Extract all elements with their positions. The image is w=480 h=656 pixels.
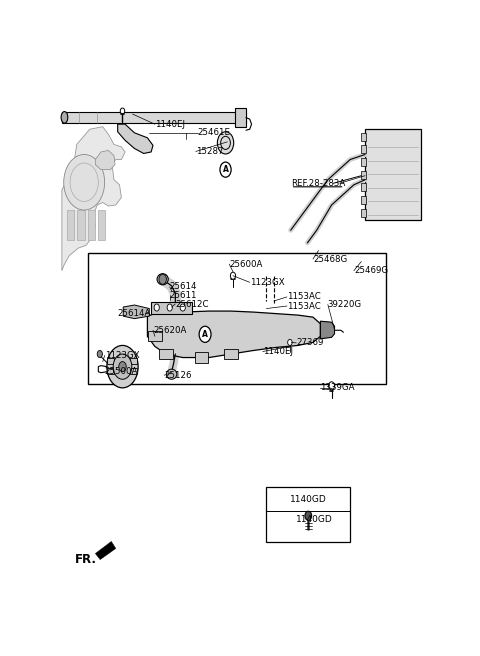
Circle shape bbox=[167, 304, 172, 311]
Polygon shape bbox=[235, 108, 246, 127]
Circle shape bbox=[220, 162, 231, 177]
Polygon shape bbox=[123, 305, 149, 319]
Polygon shape bbox=[130, 358, 137, 364]
Polygon shape bbox=[195, 352, 208, 363]
Circle shape bbox=[120, 108, 125, 114]
Text: 25614: 25614 bbox=[170, 282, 197, 291]
Text: 1140GD: 1140GD bbox=[296, 515, 333, 524]
Text: FR.: FR. bbox=[75, 553, 97, 566]
Text: 1123GX: 1123GX bbox=[250, 277, 284, 287]
Text: 1339GA: 1339GA bbox=[321, 383, 355, 392]
Text: 25611: 25611 bbox=[170, 291, 197, 300]
Polygon shape bbox=[148, 331, 162, 341]
Circle shape bbox=[97, 350, 102, 358]
Bar bbox=[360, 146, 366, 154]
Text: 1140GD: 1140GD bbox=[290, 495, 327, 504]
Text: 25620A: 25620A bbox=[153, 326, 186, 335]
Polygon shape bbox=[225, 349, 238, 359]
Bar bbox=[360, 196, 366, 204]
Text: A: A bbox=[202, 330, 208, 338]
Circle shape bbox=[107, 346, 138, 388]
Text: 1153AC: 1153AC bbox=[287, 302, 321, 310]
Polygon shape bbox=[62, 112, 246, 123]
Polygon shape bbox=[118, 124, 153, 154]
Bar bbox=[360, 133, 366, 141]
Text: 25469G: 25469G bbox=[354, 266, 388, 275]
Text: 1153AC: 1153AC bbox=[287, 293, 321, 301]
Polygon shape bbox=[151, 302, 192, 314]
Bar bbox=[98, 210, 106, 240]
Ellipse shape bbox=[157, 274, 168, 285]
Polygon shape bbox=[96, 541, 116, 560]
Text: 25612C: 25612C bbox=[175, 300, 209, 308]
Bar bbox=[67, 210, 74, 240]
Circle shape bbox=[305, 511, 312, 520]
Text: 1123GX: 1123GX bbox=[105, 351, 139, 360]
Bar bbox=[360, 183, 366, 192]
Bar bbox=[87, 210, 95, 240]
Text: 25500A: 25500A bbox=[105, 367, 138, 376]
Text: REF.28-283A: REF.28-283A bbox=[290, 179, 345, 188]
Polygon shape bbox=[107, 367, 114, 374]
Text: 25126: 25126 bbox=[164, 371, 192, 380]
Ellipse shape bbox=[167, 369, 177, 379]
Polygon shape bbox=[130, 367, 137, 374]
Circle shape bbox=[288, 339, 292, 346]
Polygon shape bbox=[96, 150, 115, 170]
Polygon shape bbox=[62, 127, 125, 271]
Bar bbox=[88, 253, 385, 384]
Text: 25600A: 25600A bbox=[229, 260, 263, 268]
Bar bbox=[360, 158, 366, 166]
Ellipse shape bbox=[61, 112, 68, 123]
Polygon shape bbox=[107, 358, 114, 364]
Circle shape bbox=[180, 304, 185, 311]
Circle shape bbox=[159, 274, 167, 284]
Bar bbox=[360, 209, 366, 216]
Polygon shape bbox=[365, 129, 421, 220]
Text: 39220G: 39220G bbox=[328, 300, 362, 309]
Text: 25614A: 25614A bbox=[118, 309, 151, 318]
Text: 1140EJ: 1140EJ bbox=[155, 119, 185, 129]
Text: 25468G: 25468G bbox=[313, 255, 347, 264]
Circle shape bbox=[217, 132, 234, 154]
Bar bbox=[77, 210, 84, 240]
Bar bbox=[266, 487, 350, 543]
Polygon shape bbox=[321, 321, 335, 339]
Text: A: A bbox=[223, 165, 228, 174]
Text: 15287: 15287 bbox=[196, 147, 223, 156]
Text: 25461E: 25461E bbox=[198, 129, 230, 137]
Circle shape bbox=[154, 304, 159, 311]
Circle shape bbox=[329, 382, 335, 390]
Circle shape bbox=[64, 154, 105, 210]
Circle shape bbox=[199, 326, 211, 342]
Circle shape bbox=[230, 272, 236, 279]
Bar bbox=[360, 171, 366, 178]
Text: 27369: 27369 bbox=[296, 338, 324, 348]
Circle shape bbox=[119, 361, 126, 372]
Circle shape bbox=[113, 354, 132, 379]
Text: 1140EJ: 1140EJ bbox=[263, 347, 293, 356]
Polygon shape bbox=[147, 311, 321, 358]
Polygon shape bbox=[159, 349, 173, 359]
